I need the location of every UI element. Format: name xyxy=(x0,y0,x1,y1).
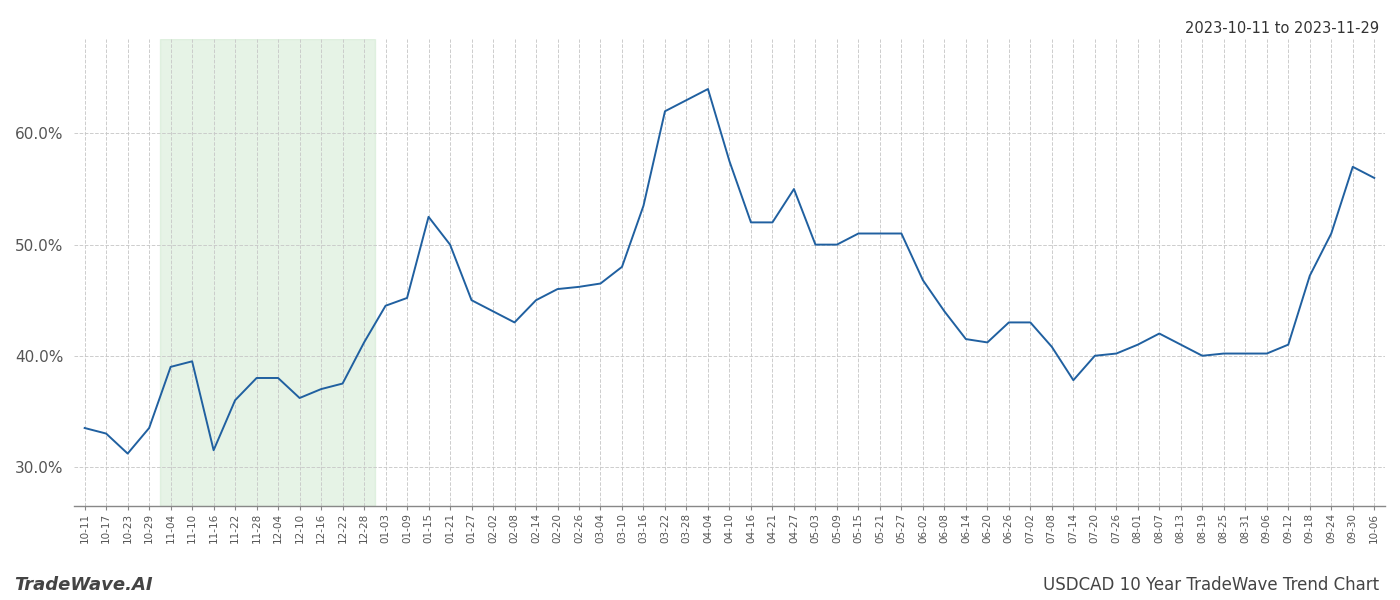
Bar xyxy=(160,39,375,506)
Text: TradeWave.AI: TradeWave.AI xyxy=(14,576,153,594)
Text: 2023-10-11 to 2023-11-29: 2023-10-11 to 2023-11-29 xyxy=(1184,21,1379,36)
Text: USDCAD 10 Year TradeWave Trend Chart: USDCAD 10 Year TradeWave Trend Chart xyxy=(1043,576,1379,594)
